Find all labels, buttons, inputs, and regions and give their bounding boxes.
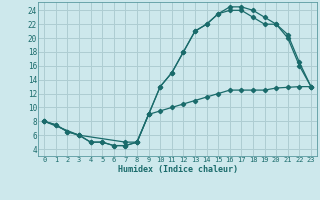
X-axis label: Humidex (Indice chaleur): Humidex (Indice chaleur) (118, 165, 238, 174)
